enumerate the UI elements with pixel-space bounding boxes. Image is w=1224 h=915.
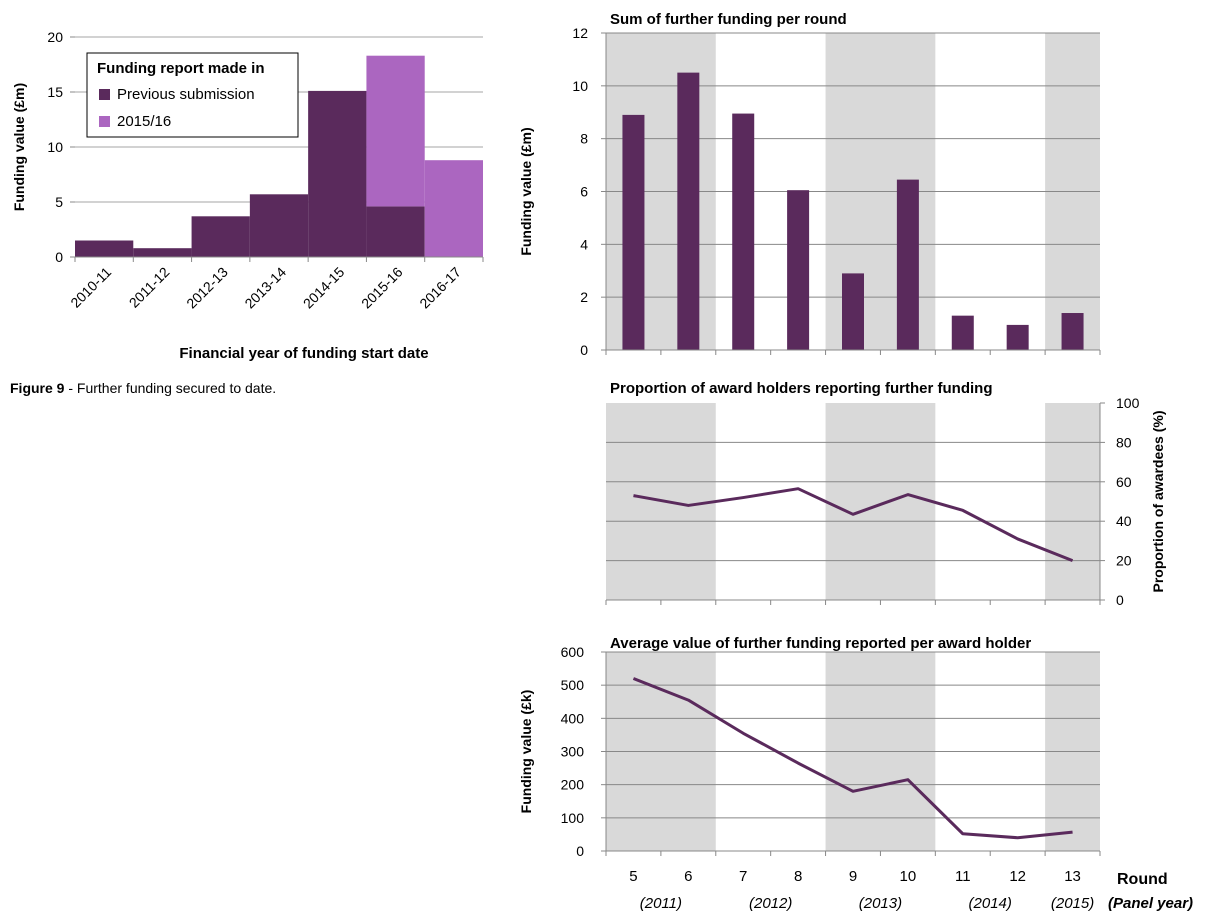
left-bar-previous-2011-12 xyxy=(133,248,192,257)
sum-y-tick-label: 4 xyxy=(580,236,588,252)
round-tick-label: 10 xyxy=(900,868,917,885)
left-x-tick-label: 2012-13 xyxy=(183,264,231,312)
average-y-tick-label: 200 xyxy=(561,777,585,793)
left-legend-title: Funding report made in xyxy=(97,60,265,77)
round-tick-label: 12 xyxy=(1009,868,1026,885)
round-tick-label: 7 xyxy=(739,868,747,885)
figure-caption-label: Figure 9 xyxy=(10,380,65,396)
proportion-y-tick-label: 60 xyxy=(1116,474,1132,490)
sum-y-tick-label: 2 xyxy=(580,289,588,305)
left-bar-previous-2013-14 xyxy=(249,194,309,257)
left-legend-label-previous: Previous submission xyxy=(117,86,255,103)
figure-caption: Figure 9 - Further funding secured to da… xyxy=(10,380,276,396)
average-y-tick-label: 100 xyxy=(561,810,585,826)
left-x-tick-label: 2015-16 xyxy=(358,264,406,312)
left-bar-previous-2012-13 xyxy=(191,216,250,257)
left-x-tick-label: 2011-12 xyxy=(126,264,173,311)
left-bar-previous-2015-16 xyxy=(366,206,425,257)
sum-y-tick-label: 12 xyxy=(572,25,588,41)
sum-y-tick-label: 0 xyxy=(580,342,588,358)
sum-bar-round-11 xyxy=(951,315,974,350)
sum-bar-round-8 xyxy=(787,190,810,350)
sum-y-tick-label: 10 xyxy=(572,78,588,94)
sum-y-tick-label: 6 xyxy=(580,184,588,200)
proportion-panel-year-band xyxy=(825,403,936,600)
round-tick-label: 5 xyxy=(629,868,637,885)
sum-bar-round-12 xyxy=(1006,324,1029,350)
sum-bar-round-7 xyxy=(732,113,755,350)
proportion-chart-title: Proportion of award holders reporting fu… xyxy=(610,380,993,397)
average-x-axis-title: Round xyxy=(1117,871,1168,888)
panel-year-label: (2012) xyxy=(749,895,792,912)
average-series-line xyxy=(632,677,1073,840)
average-y-axis-title: Funding value (£k) xyxy=(518,690,534,814)
average-y-tick-label: 500 xyxy=(561,677,585,693)
sum-y-tick-label: 8 xyxy=(580,131,588,147)
panel-year-label: (2013) xyxy=(859,895,902,912)
average-chart-title: Average value of further funding reporte… xyxy=(610,635,1031,652)
left-bar-previous-2010-11 xyxy=(75,240,134,257)
left-y-tick-label: 5 xyxy=(55,194,63,210)
left-x-tick-label: 2013-14 xyxy=(241,264,289,312)
round-tick-label: 11 xyxy=(955,868,971,885)
sum-bar-round-5 xyxy=(622,114,645,351)
proportion-panel-year-band xyxy=(1045,403,1100,600)
sum-bar-round-6 xyxy=(677,72,700,350)
round-tick-label: 13 xyxy=(1064,868,1081,885)
left-y-tick-label: 0 xyxy=(55,249,63,265)
left-legend-box xyxy=(86,52,299,138)
average-y-tick-label: 400 xyxy=(561,710,585,726)
panel-year-label: (2015) xyxy=(1051,895,1094,912)
proportion-y-axis-title: Proportion of awardees (%) xyxy=(1150,410,1166,592)
proportion-y-tick-label: 20 xyxy=(1116,553,1132,569)
proportion-y-tick-label: 100 xyxy=(1116,395,1140,411)
average-y-tick-label: 300 xyxy=(561,744,585,760)
sum-chart-title: Sum of further funding per round xyxy=(610,11,847,28)
left-bar-current-2016-17 xyxy=(424,160,483,257)
average-y-tick-label: 0 xyxy=(576,843,584,859)
proportion-y-tick-label: 0 xyxy=(1116,592,1124,608)
round-tick-label: 8 xyxy=(794,868,802,885)
left-y-tick-label: 15 xyxy=(47,84,63,100)
left-y-tick-label: 20 xyxy=(47,29,63,45)
left-x-axis-title: Financial year of funding start date xyxy=(179,345,428,362)
left-y-axis-title: Funding value (£m) xyxy=(11,83,27,211)
left-legend-label-current: 2015/16 xyxy=(117,113,171,130)
panel-year-label: (2014) xyxy=(969,895,1012,912)
average-x-axis-subtitle: (Panel year) xyxy=(1108,895,1193,912)
round-tick-label: 9 xyxy=(849,868,857,885)
left-y-tick-label: 10 xyxy=(47,139,63,155)
average-y-tick-label: 600 xyxy=(561,644,585,660)
sum-bar-round-10 xyxy=(896,179,919,350)
figure-caption-text: - Further funding secured to date. xyxy=(64,380,277,396)
left-x-tick-label: 2016-17 xyxy=(416,264,464,312)
proportion-series-line xyxy=(633,487,1074,562)
sum-bar-round-13 xyxy=(1061,313,1084,350)
panel-year-label: (2011) xyxy=(640,895,682,912)
left-bar-previous-2014-15 xyxy=(308,90,367,258)
left-bar-current-2015-16 xyxy=(366,55,425,207)
left-x-tick-label: 2010-11 xyxy=(67,264,114,311)
round-tick-label: 6 xyxy=(684,868,692,885)
left-legend-swatch-current xyxy=(99,116,110,127)
left-x-tick-label: 2014-15 xyxy=(300,264,348,312)
proportion-y-tick-label: 80 xyxy=(1116,434,1132,450)
sum-y-axis-title: Funding value (£m) xyxy=(518,127,534,255)
left-legend-swatch-previous xyxy=(99,89,110,100)
sum-bar-round-9 xyxy=(842,273,864,350)
proportion-y-tick-label: 40 xyxy=(1116,513,1132,529)
